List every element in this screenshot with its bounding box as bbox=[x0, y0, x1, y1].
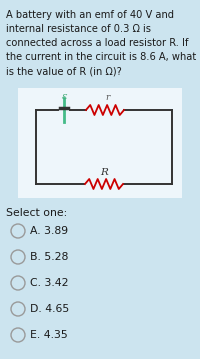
Text: ε: ε bbox=[62, 92, 68, 101]
Text: r: r bbox=[105, 93, 109, 102]
FancyBboxPatch shape bbox=[18, 88, 182, 198]
Text: E. 4.35: E. 4.35 bbox=[30, 330, 68, 340]
Text: D. 4.65: D. 4.65 bbox=[30, 304, 69, 314]
Text: C. 3.42: C. 3.42 bbox=[30, 278, 68, 288]
Text: the current in the circuit is 8.6 A, what: the current in the circuit is 8.6 A, wha… bbox=[6, 52, 196, 62]
Text: R: R bbox=[100, 168, 108, 177]
Text: A. 3.89: A. 3.89 bbox=[30, 226, 68, 236]
Text: is the value of R (in Ω)?: is the value of R (in Ω)? bbox=[6, 66, 122, 76]
Text: A battery with an emf of 40 V and: A battery with an emf of 40 V and bbox=[6, 10, 174, 20]
Text: B. 5.28: B. 5.28 bbox=[30, 252, 68, 262]
Text: Select one:: Select one: bbox=[6, 208, 67, 218]
Text: internal resistance of 0.3 Ω is: internal resistance of 0.3 Ω is bbox=[6, 24, 151, 34]
Text: connected across a load resistor R. If: connected across a load resistor R. If bbox=[6, 38, 188, 48]
